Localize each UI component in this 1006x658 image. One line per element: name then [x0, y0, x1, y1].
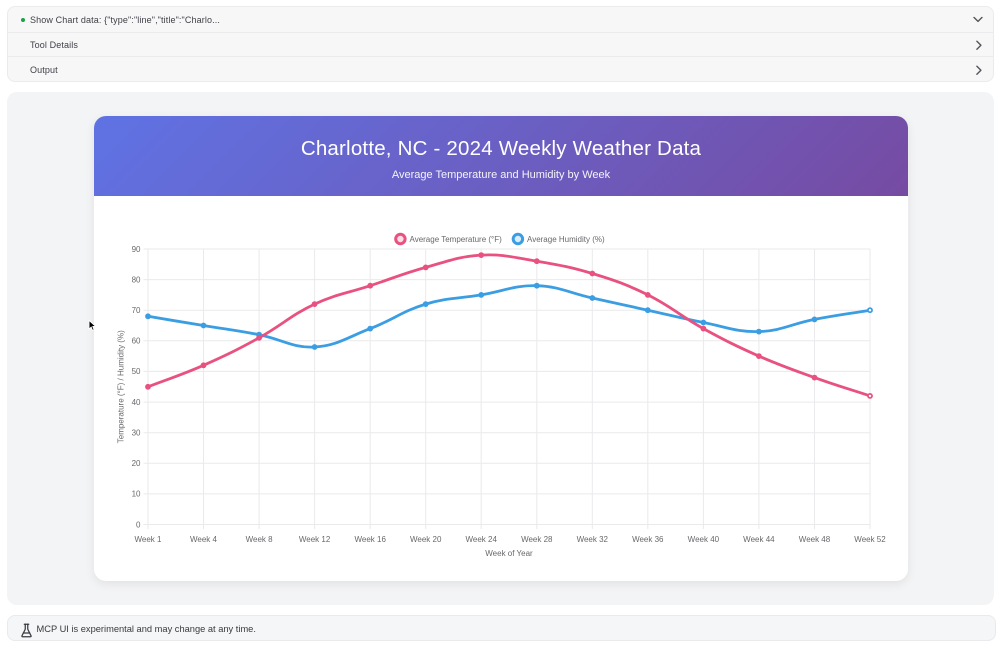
svg-text:Week 12: Week 12	[299, 535, 331, 544]
svg-text:Average Temperature (°F): Average Temperature (°F)	[410, 235, 503, 244]
svg-text:Week 32: Week 32	[577, 535, 609, 544]
svg-text:Average Humidity (%): Average Humidity (%)	[527, 235, 605, 244]
svg-text:Week 20: Week 20	[410, 535, 442, 544]
svg-text:90: 90	[132, 245, 141, 254]
svg-text:40: 40	[132, 398, 141, 407]
svg-text:20: 20	[132, 459, 141, 468]
svg-text:Week 24: Week 24	[465, 535, 497, 544]
svg-text:10: 10	[132, 490, 141, 499]
svg-text:0: 0	[136, 520, 141, 529]
svg-text:Week 52: Week 52	[854, 535, 886, 544]
svg-text:Week 40: Week 40	[688, 535, 720, 544]
svg-text:Week 16: Week 16	[354, 535, 386, 544]
svg-text:Week 44: Week 44	[743, 535, 775, 544]
svg-text:Week 8: Week 8	[246, 535, 274, 544]
svg-text:Week 28: Week 28	[521, 535, 553, 544]
svg-text:Week 48: Week 48	[799, 535, 831, 544]
svg-text:Week of Year: Week of Year	[485, 549, 533, 558]
svg-text:Week 4: Week 4	[190, 535, 218, 544]
svg-text:30: 30	[132, 429, 141, 438]
svg-text:Temperature (°F) / Humidity (%: Temperature (°F) / Humidity (%)	[117, 330, 126, 443]
svg-text:50: 50	[132, 367, 141, 376]
svg-text:60: 60	[132, 337, 141, 346]
svg-text:Week 1: Week 1	[135, 535, 163, 544]
svg-text:Week 36: Week 36	[632, 535, 664, 544]
svg-text:70: 70	[132, 306, 141, 315]
svg-text:80: 80	[132, 275, 141, 284]
